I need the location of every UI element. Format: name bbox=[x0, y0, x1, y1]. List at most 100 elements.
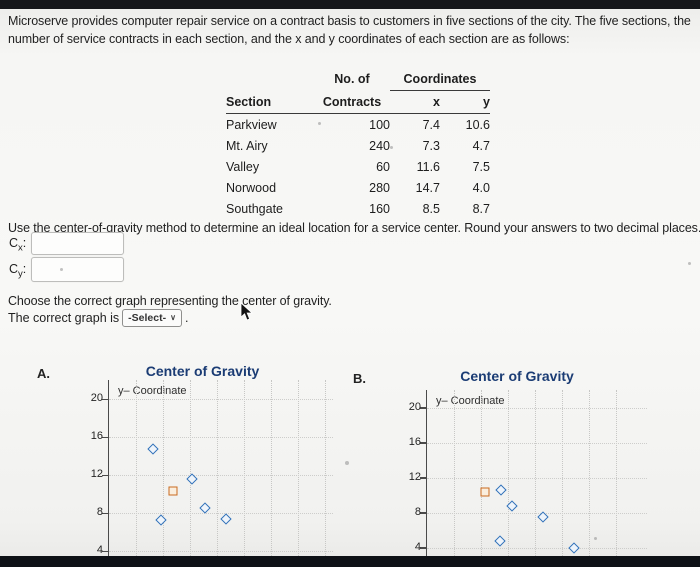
noise-speck bbox=[688, 262, 691, 265]
center-of-gravity-point bbox=[480, 487, 490, 497]
cell-section: Parkview bbox=[226, 117, 277, 132]
gridline-horizontal bbox=[427, 547, 647, 549]
gridline-vertical bbox=[271, 380, 272, 567]
y-axis-tick bbox=[102, 512, 109, 514]
cell-contracts: 60 bbox=[376, 159, 390, 174]
gridline-horizontal bbox=[427, 477, 647, 479]
cell-x: 7.4 bbox=[422, 117, 440, 132]
graph-select-dropdown[interactable]: -Select- ∨ bbox=[122, 309, 182, 327]
cell-contracts: 160 bbox=[369, 201, 390, 216]
y-axis-tick-label: 8 bbox=[96, 506, 103, 518]
graph-b-label: B. bbox=[353, 371, 366, 386]
table-row: Parkview 100 7.4 10.6 bbox=[226, 114, 490, 136]
y-axis-tick-label: 16 bbox=[90, 430, 103, 442]
table-header-contracts: Contracts bbox=[314, 90, 390, 114]
table-row: Norwood 280 14.7 4.0 bbox=[226, 177, 490, 198]
cell-contracts: 240 bbox=[369, 138, 390, 153]
select-current-value: -Select- bbox=[128, 312, 167, 324]
cell-y: 8.7 bbox=[472, 201, 490, 216]
cell-x: 7.3 bbox=[422, 138, 440, 153]
table-row: Southgate 160 8.5 8.7 bbox=[226, 198, 490, 219]
section-point bbox=[495, 484, 507, 496]
select-row-prefix: The correct graph is bbox=[8, 311, 120, 325]
y-axis-tick bbox=[420, 442, 427, 444]
noise-speck bbox=[345, 461, 349, 465]
gridline-horizontal bbox=[109, 475, 333, 476]
graph-a: y– Coordinate 20 16 12 8 4 bbox=[91, 380, 333, 567]
cy-label: Cy: bbox=[9, 262, 27, 280]
y-axis-tick-label: 12 bbox=[408, 470, 421, 483]
table-header-blank bbox=[226, 68, 314, 91]
cy-input[interactable] bbox=[31, 257, 124, 282]
gridline-horizontal bbox=[427, 512, 647, 514]
gridline-vertical bbox=[136, 380, 137, 567]
gridline-vertical bbox=[616, 390, 617, 567]
gridline-vertical bbox=[562, 390, 563, 567]
choose-graph-text: Choose the correct graph representing th… bbox=[8, 294, 332, 308]
y-axis-tick bbox=[102, 436, 109, 438]
y-axis-tick bbox=[420, 547, 427, 549]
section-point bbox=[147, 443, 159, 456]
cell-section: Valley bbox=[226, 159, 260, 174]
cell-section: Mt. Airy bbox=[226, 138, 268, 153]
cell-x: 8.5 bbox=[422, 201, 440, 216]
graph-b: y– Coordinate 20 16 12 8 4 bbox=[409, 390, 647, 567]
gridline-vertical bbox=[298, 380, 299, 567]
table-header-x: x bbox=[390, 90, 440, 114]
table-header-coordinates: Coordinates bbox=[390, 68, 490, 91]
section-point bbox=[155, 513, 167, 526]
cell-y: 7.5 bbox=[472, 159, 490, 174]
mouse-cursor bbox=[240, 302, 254, 321]
gridline-horizontal bbox=[109, 399, 333, 400]
cx-input[interactable] bbox=[31, 232, 124, 255]
gridline-horizontal bbox=[109, 437, 333, 438]
y-axis-tick-label: 16 bbox=[408, 435, 421, 448]
cell-contracts: 100 bbox=[369, 117, 390, 132]
y-axis-tick-label: 12 bbox=[90, 468, 103, 480]
select-row: The correct graph is -Select- ∨ . bbox=[8, 309, 188, 327]
center-of-gravity-point bbox=[168, 486, 178, 496]
cell-section: Norwood bbox=[226, 180, 277, 195]
gridline-vertical bbox=[589, 390, 590, 567]
y-axis-tick-label: 4 bbox=[96, 544, 103, 556]
cell-y: 4.0 bbox=[472, 180, 490, 195]
cell-y: 4.7 bbox=[472, 138, 490, 153]
cell-y: 10.6 bbox=[465, 117, 490, 132]
table-row: Mt. Airy 240 7.3 4.7 bbox=[226, 135, 490, 156]
noise-speck bbox=[318, 122, 321, 125]
table-header-section: Section bbox=[226, 90, 314, 114]
y-axis-tick-label: 20 bbox=[90, 392, 103, 404]
noise-speck bbox=[60, 268, 63, 271]
y-axis-tick bbox=[102, 474, 109, 476]
sections-table: No. of Coordinates Section Contracts x y… bbox=[226, 68, 490, 219]
gridline-vertical bbox=[535, 390, 536, 567]
gridline-horizontal bbox=[109, 551, 333, 552]
top-dark-bar bbox=[0, 0, 700, 9]
gridline-horizontal bbox=[427, 407, 647, 409]
intro-line-1: Microserve provides computer repair serv… bbox=[8, 14, 691, 28]
gridline-vertical bbox=[244, 380, 245, 567]
bottom-dark-bar bbox=[0, 556, 700, 567]
cell-x: 11.6 bbox=[416, 159, 440, 174]
gridline-vertical bbox=[163, 380, 164, 567]
cx-label: Cx: bbox=[9, 236, 27, 254]
gridline-horizontal bbox=[109, 513, 333, 514]
gridline-vertical bbox=[481, 390, 482, 567]
y-axis-label: y– Coordinate bbox=[436, 395, 505, 407]
y-axis-tick bbox=[102, 398, 109, 400]
gridline-vertical bbox=[217, 380, 218, 567]
intro-line-2: number of service contracts in each sect… bbox=[8, 31, 570, 46]
gridline-vertical bbox=[508, 390, 509, 567]
intro-paragraph: Microserve provides computer repair serv… bbox=[8, 13, 691, 48]
table-header-y: y bbox=[440, 90, 490, 114]
gridline-vertical bbox=[454, 390, 455, 567]
table-header-no-of: No. of bbox=[334, 72, 370, 87]
noise-speck bbox=[390, 146, 393, 149]
noise-speck bbox=[594, 537, 597, 540]
select-row-suffix: . bbox=[184, 311, 189, 325]
chevron-down-icon: ∨ bbox=[170, 313, 176, 322]
cell-contracts: 280 bbox=[369, 180, 390, 195]
y-axis-tick bbox=[420, 477, 427, 479]
cell-x: 14.7 bbox=[415, 180, 440, 195]
